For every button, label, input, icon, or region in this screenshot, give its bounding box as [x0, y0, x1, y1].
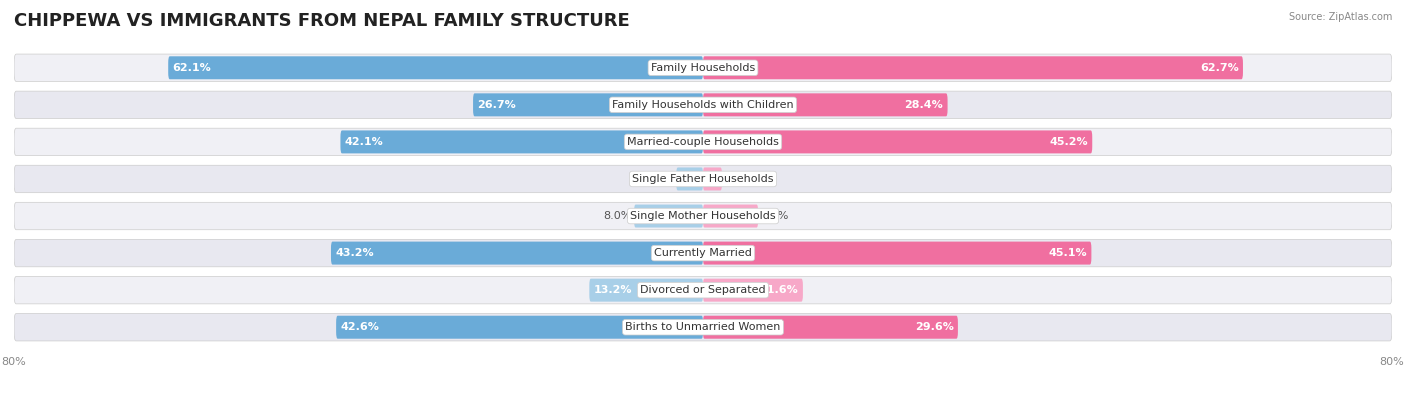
FancyBboxPatch shape: [703, 205, 758, 228]
FancyBboxPatch shape: [589, 278, 703, 302]
FancyBboxPatch shape: [472, 93, 703, 117]
FancyBboxPatch shape: [14, 314, 1392, 341]
Text: Births to Unmarried Women: Births to Unmarried Women: [626, 322, 780, 332]
Text: 2.2%: 2.2%: [724, 174, 754, 184]
FancyBboxPatch shape: [330, 242, 703, 265]
FancyBboxPatch shape: [14, 54, 1392, 81]
Text: Married-couple Households: Married-couple Households: [627, 137, 779, 147]
Text: Family Households: Family Households: [651, 63, 755, 73]
Text: 43.2%: 43.2%: [335, 248, 374, 258]
FancyBboxPatch shape: [14, 91, 1392, 118]
Text: 11.6%: 11.6%: [759, 285, 799, 295]
FancyBboxPatch shape: [14, 165, 1392, 193]
Text: 45.2%: 45.2%: [1049, 137, 1088, 147]
Text: Single Father Households: Single Father Households: [633, 174, 773, 184]
FancyBboxPatch shape: [14, 239, 1392, 267]
Text: 28.4%: 28.4%: [904, 100, 943, 110]
Text: 6.4%: 6.4%: [761, 211, 789, 221]
FancyBboxPatch shape: [14, 128, 1392, 156]
FancyBboxPatch shape: [676, 167, 703, 190]
FancyBboxPatch shape: [703, 130, 1092, 153]
FancyBboxPatch shape: [703, 278, 803, 302]
Text: 42.1%: 42.1%: [344, 137, 384, 147]
FancyBboxPatch shape: [336, 316, 703, 339]
Text: 3.1%: 3.1%: [645, 174, 673, 184]
Text: 62.7%: 62.7%: [1199, 63, 1239, 73]
Text: Source: ZipAtlas.com: Source: ZipAtlas.com: [1288, 12, 1392, 22]
Text: Divorced or Separated: Divorced or Separated: [640, 285, 766, 295]
FancyBboxPatch shape: [14, 276, 1392, 304]
Text: 62.1%: 62.1%: [173, 63, 211, 73]
Text: CHIPPEWA VS IMMIGRANTS FROM NEPAL FAMILY STRUCTURE: CHIPPEWA VS IMMIGRANTS FROM NEPAL FAMILY…: [14, 12, 630, 30]
FancyBboxPatch shape: [703, 167, 721, 190]
FancyBboxPatch shape: [634, 205, 703, 228]
FancyBboxPatch shape: [169, 56, 703, 79]
Text: 13.2%: 13.2%: [593, 285, 633, 295]
FancyBboxPatch shape: [340, 130, 703, 153]
Text: Family Households with Children: Family Households with Children: [612, 100, 794, 110]
Text: Single Mother Households: Single Mother Households: [630, 211, 776, 221]
Text: 26.7%: 26.7%: [478, 100, 516, 110]
FancyBboxPatch shape: [703, 242, 1091, 265]
Text: Currently Married: Currently Married: [654, 248, 752, 258]
Text: 8.0%: 8.0%: [603, 211, 631, 221]
Text: 42.6%: 42.6%: [340, 322, 380, 332]
FancyBboxPatch shape: [703, 93, 948, 117]
Text: 29.6%: 29.6%: [915, 322, 953, 332]
FancyBboxPatch shape: [14, 202, 1392, 230]
Text: 45.1%: 45.1%: [1049, 248, 1087, 258]
FancyBboxPatch shape: [703, 56, 1243, 79]
FancyBboxPatch shape: [703, 316, 957, 339]
